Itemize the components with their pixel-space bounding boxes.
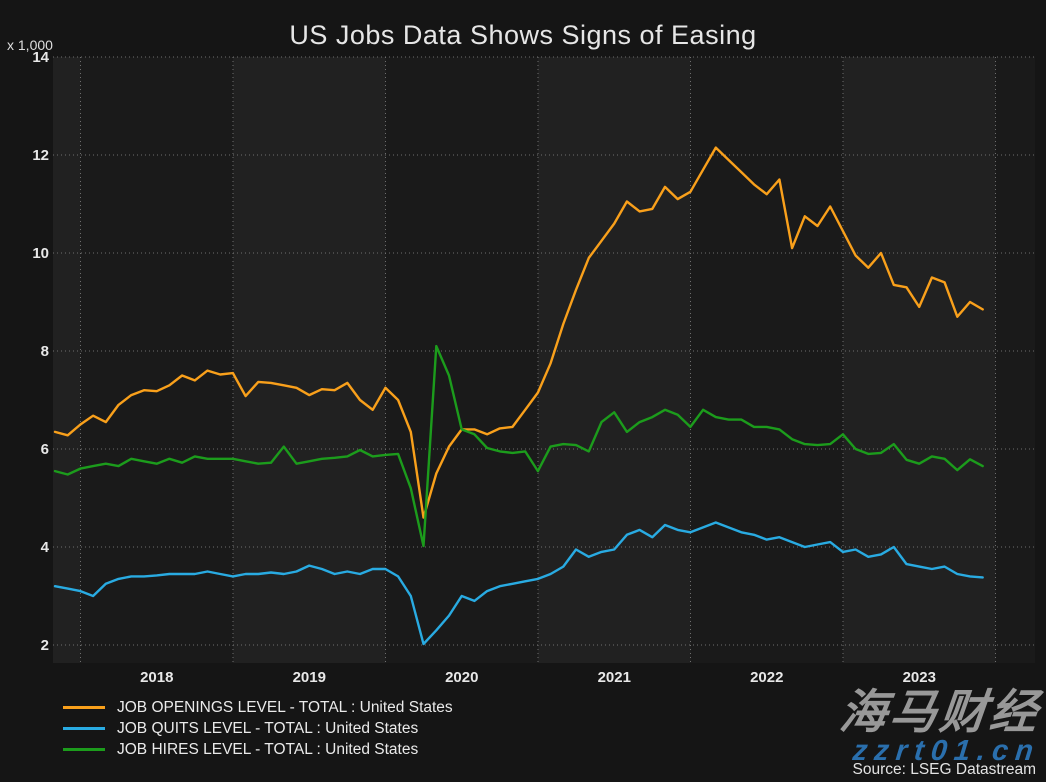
y-tick-label: 4 — [41, 539, 50, 556]
legend-label-hires: JOB HIRES LEVEL - TOTAL : United States — [117, 740, 419, 758]
y-tick-label: 2 — [41, 637, 49, 654]
legend-label-openings: JOB OPENINGS LEVEL - TOTAL : United Stat… — [117, 698, 453, 716]
series-line-2 — [53, 344, 984, 548]
x-axis-tick-labels: 2018 2019 2020 2021 2022 2023 — [140, 669, 936, 686]
year-band — [80, 57, 233, 663]
year-band — [53, 57, 81, 663]
legend-label-quits: JOB QUITS LEVEL - TOTAL : United States — [117, 719, 419, 737]
x-tick-label: 2021 — [598, 669, 631, 686]
x-tick-label: 2020 — [445, 669, 478, 686]
chart-legend: JOB OPENINGS LEVEL - TOTAL : United Stat… — [63, 697, 453, 760]
x-tick-label: 2018 — [140, 669, 173, 686]
year-band — [233, 57, 386, 663]
openings-line-swatch — [63, 706, 105, 709]
y-tick-label: 8 — [41, 343, 49, 360]
year-shading-bands — [53, 57, 1035, 663]
series-line-0 — [53, 146, 984, 519]
series-line-1 — [53, 521, 984, 646]
y-axis-unit-label: x 1,000 — [7, 37, 53, 53]
legend-item-hires: JOB HIRES LEVEL - TOTAL : United States — [63, 739, 453, 760]
year-band — [538, 57, 691, 663]
year-band — [385, 57, 538, 663]
chart-title: US Jobs Data Shows Signs of Easing — [289, 20, 757, 50]
y-axis-tick-labels: 2 4 6 8 10 12 14 — [32, 49, 49, 654]
hires-line-swatch — [63, 748, 105, 751]
x-tick-label: 2019 — [293, 669, 326, 686]
x-tick-label: 2022 — [750, 669, 783, 686]
year-band — [843, 57, 996, 663]
year-band — [690, 57, 843, 663]
legend-item-quits: JOB QUITS LEVEL - TOTAL : United States — [63, 718, 453, 739]
y-tick-label: 12 — [32, 147, 49, 164]
source-attribution: Source: LSEG Datastream — [852, 761, 1037, 778]
y-tick-label: 6 — [41, 441, 49, 458]
legend-item-openings: JOB OPENINGS LEVEL - TOTAL : United Stat… — [63, 697, 453, 718]
y-tick-label: 14 — [32, 49, 49, 66]
x-tick-label: 2023 — [903, 669, 936, 686]
quits-line-swatch — [63, 727, 105, 730]
grid-lines — [53, 56, 1035, 663]
y-tick-label: 10 — [32, 245, 49, 262]
year-band — [995, 57, 1035, 663]
